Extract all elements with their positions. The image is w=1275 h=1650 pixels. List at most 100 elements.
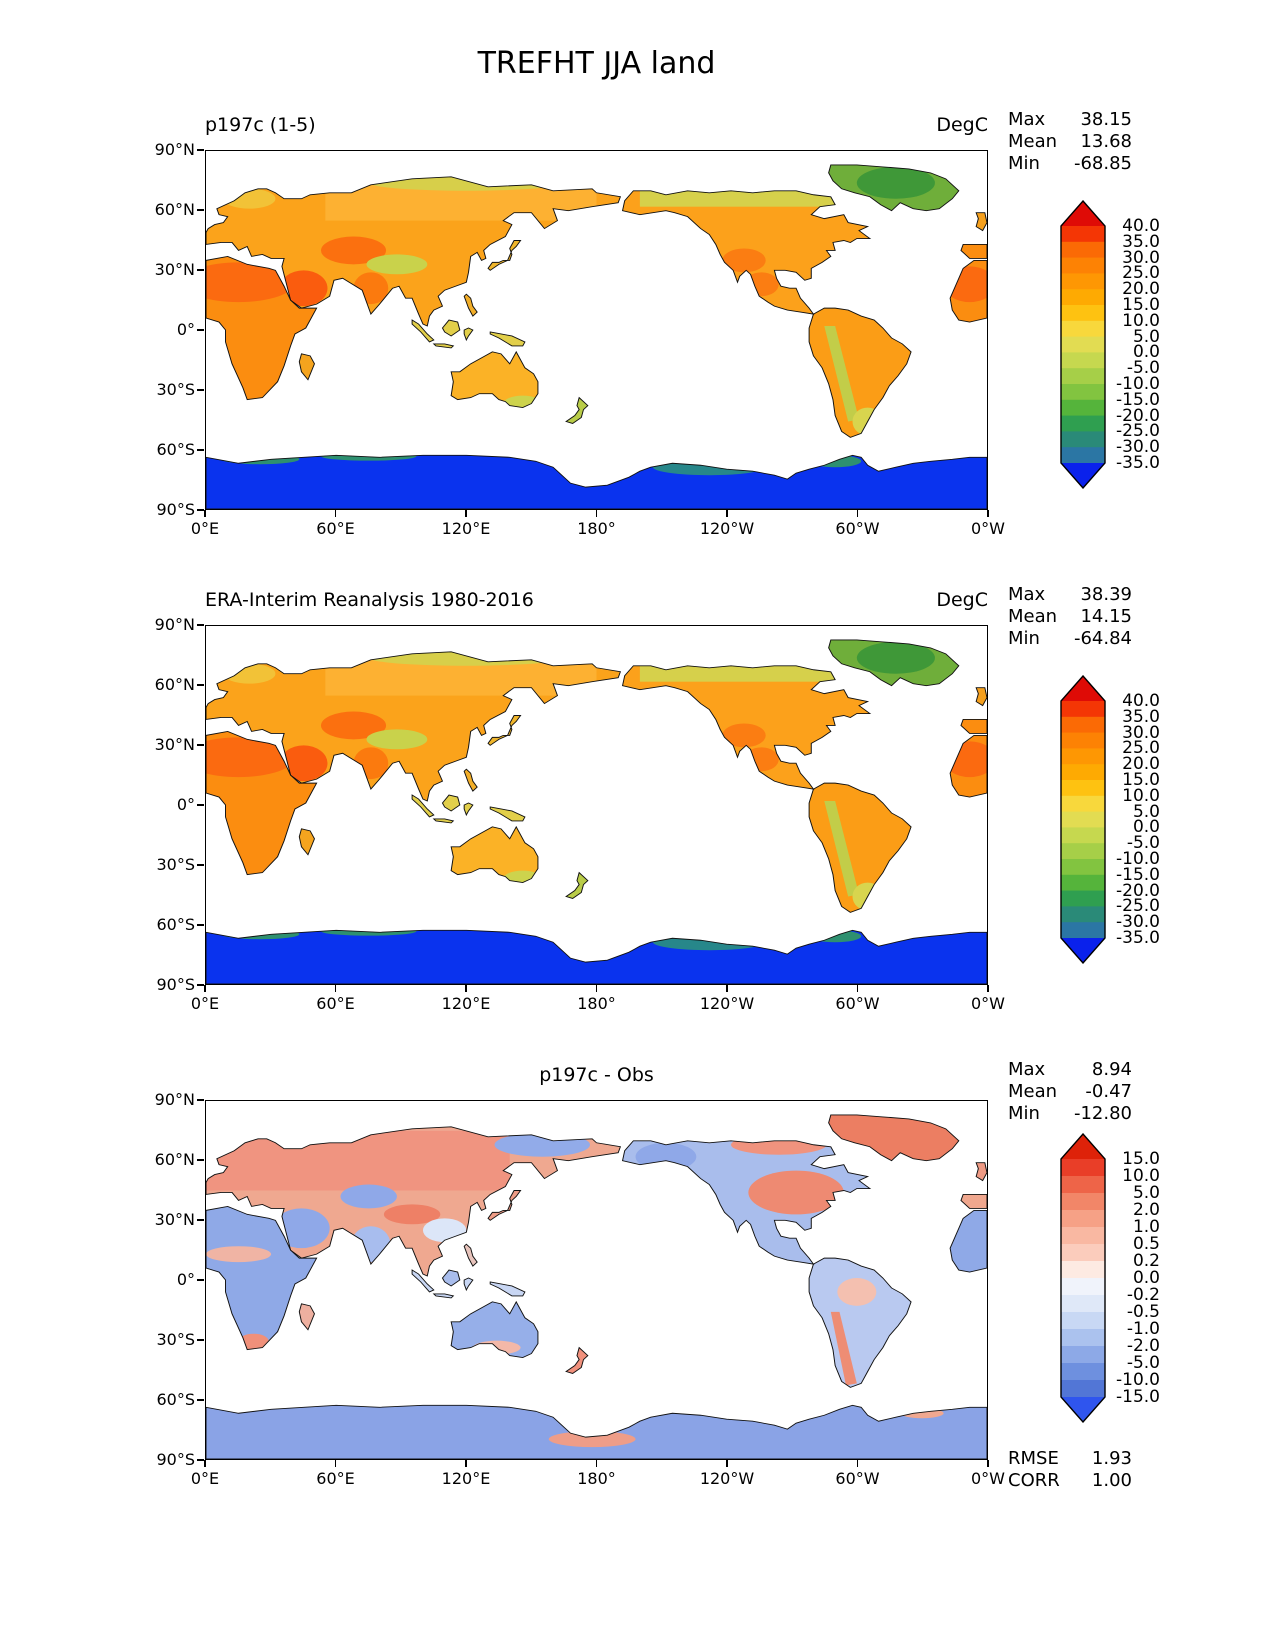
panel-title: ERA-Interim Reanalysis 1980-2016 <box>205 589 534 611</box>
lat-tick-mark <box>197 1099 204 1101</box>
colorbar-band <box>1061 716 1105 734</box>
colorbar-band <box>1061 1363 1105 1381</box>
shading-patch <box>206 262 295 303</box>
colorbar-band <box>1061 1244 1105 1262</box>
lon-tick-mark <box>334 1460 337 1467</box>
shading-patch <box>503 395 538 408</box>
lat-tick-mark <box>197 509 204 511</box>
coastline-namerica <box>621 665 872 790</box>
shading-patch <box>279 745 328 782</box>
stat-row: Mean -0.47 <box>1008 1081 1132 1103</box>
colorbar-tick-label: -10.0 <box>1116 849 1160 869</box>
colorbar-band <box>1061 843 1105 860</box>
lat-tick-label: 60°N <box>154 675 195 694</box>
lon-tick-mark <box>987 1460 989 1467</box>
stat-row: Max 38.15 <box>1008 109 1132 131</box>
colorbar-arrow-bottom <box>1061 938 1105 963</box>
colorbar-band <box>1061 1329 1105 1347</box>
colorbar-tick-label: -1.0 <box>1126 1319 1160 1339</box>
colorbar-band <box>1061 1193 1105 1211</box>
lon-tick-label: 0°W <box>971 994 1005 1013</box>
colorbar-band <box>1061 241 1105 259</box>
panel-model: p197c (1-5) DegC Max 38.15 Mean 13.68 Min -… <box>0 105 1275 580</box>
panel-title: p197c (1-5) <box>205 114 316 136</box>
colorbar-band <box>1061 922 1105 939</box>
colorbar-band <box>1061 447 1105 464</box>
colorbar-scale <box>1060 675 1106 964</box>
lon-tick-mark <box>465 510 467 517</box>
colorbar-band <box>1061 890 1105 907</box>
stat-value: 38.15 <box>1080 109 1132 130</box>
shading-patch <box>206 1130 510 1191</box>
stats-block: Max 38.39 Mean 14.15 Min -64.84 <box>1008 584 1132 650</box>
landmass-sumatra <box>412 320 434 342</box>
colorbar-tick-label: 0.2 <box>1132 1251 1160 1271</box>
stat-label: Max <box>1008 1059 1046 1080</box>
shading-patch <box>856 641 935 674</box>
landmass-sulawesi <box>464 1278 473 1290</box>
coastline-uk <box>975 1162 987 1182</box>
coastline-antarctica <box>206 929 987 984</box>
shading-patch <box>748 1170 844 1215</box>
colorbar-tick-label: 30.0 <box>1122 722 1160 743</box>
shading-patch <box>824 326 860 422</box>
coastline-sumatra <box>411 794 435 818</box>
stat-value: -64.84 <box>1073 628 1132 649</box>
shading-patch <box>639 665 840 682</box>
colorbar-band <box>1061 701 1105 718</box>
stat-value: 14.15 <box>1080 606 1132 627</box>
coastline-borneo <box>441 319 461 337</box>
shading-patch <box>366 729 428 750</box>
coastline-africa_w <box>949 734 987 798</box>
lat-tick-label: 90°N <box>154 140 195 159</box>
colorbar-tick-label: 15.0 <box>1122 295 1160 315</box>
lon-tick-mark <box>987 510 989 517</box>
colorbar-band <box>1061 1176 1105 1194</box>
lat-tick-mark <box>197 1339 204 1341</box>
coastline-australia <box>450 1300 539 1359</box>
stat-label: Mean <box>1008 606 1058 627</box>
lon-tick-mark <box>987 985 989 992</box>
stat-row: Min -68.85 <box>1008 153 1132 175</box>
colorbar-band <box>1061 764 1105 781</box>
colorbar-tick-label: -20.0 <box>1116 405 1160 426</box>
landmass-australia <box>451 826 538 883</box>
lon-tick-label: 60°E <box>316 994 355 1013</box>
lat-tick-mark <box>197 1459 204 1461</box>
colorbar-band <box>1061 305 1105 322</box>
colorbar-arrow-bottom <box>1061 463 1105 488</box>
coastline-madagascar <box>298 1303 316 1331</box>
coastline-africa_w <box>949 1209 987 1273</box>
lon-tick-mark <box>595 1460 598 1467</box>
colorbar-band <box>1061 1295 1105 1313</box>
stat-label: Min <box>1008 1103 1040 1124</box>
landmass-africa_w <box>950 1210 987 1273</box>
landmass-samerica <box>809 1258 912 1388</box>
coastline-java <box>432 818 455 824</box>
coastline-newzealand <box>565 396 589 424</box>
lat-tick-mark <box>197 924 204 926</box>
colorbar-tick-label: -20.0 <box>1116 880 1160 901</box>
coastline-japan <box>487 1190 522 1221</box>
landmass-sumatra <box>412 795 434 817</box>
colorbar-tick-label: 30.0 <box>1122 247 1160 268</box>
panel-reanalysis: ERA-Interim Reanalysis 1980-2016 DegC Ma… <box>0 580 1275 1055</box>
coastline-philippines <box>463 768 478 792</box>
units-label: DegC <box>936 589 988 611</box>
lon-tick-label: 60°W <box>835 519 880 538</box>
landmass-philippines <box>464 769 478 792</box>
landmass-uk <box>976 687 987 706</box>
landmass-japan <box>488 240 521 271</box>
lon-tick-label: 180° <box>577 994 616 1013</box>
colorbar-tick-label: 0.0 <box>1132 342 1160 363</box>
coastline-africa <box>206 1205 318 1351</box>
lon-tick-label: 60°E <box>316 1469 355 1488</box>
coastline-japan <box>487 715 522 746</box>
lon-tick-mark <box>726 510 728 517</box>
colorbar-band <box>1061 352 1105 369</box>
stat-value: 1.00 <box>1091 1470 1132 1491</box>
stat-row: Max 8.94 <box>1008 1059 1132 1081</box>
colorbar-band <box>1061 289 1105 306</box>
lat-tick-mark <box>197 984 204 986</box>
